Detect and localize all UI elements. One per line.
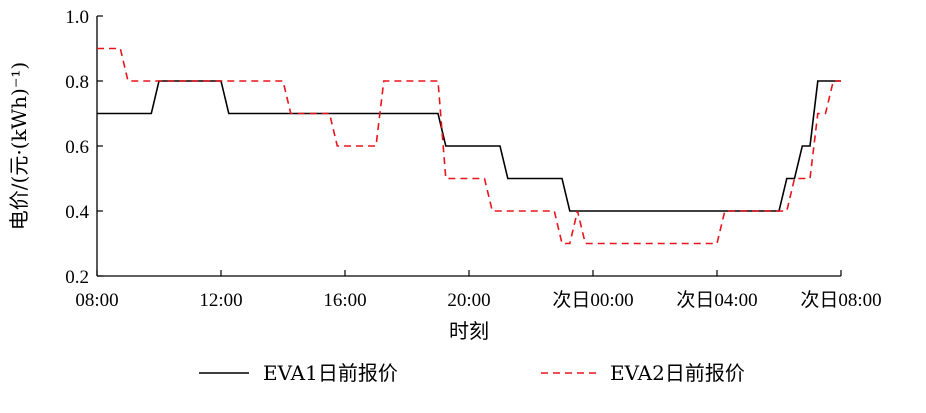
x-tick-label: 08:00	[75, 290, 118, 311]
x-ticks: 08:00 12:00 16:00 20:00 次日00:00 次日04:00 次日08:0…	[75, 270, 882, 311]
legend: EVA1日前报价 EVA2日前报价	[199, 361, 745, 385]
y-tick-label: 0.6	[65, 137, 89, 158]
x-tick-label: 20:00	[447, 290, 490, 311]
y-axis-title: 电价/(元·(kWh)⁻¹)	[7, 62, 31, 230]
x-tick-label: 次日04:00	[676, 289, 757, 311]
legend-label-eva1: EVA1日前报价	[263, 361, 398, 385]
y-tick-label: 0.4	[65, 202, 89, 223]
x-tick-label: 次日00:00	[552, 289, 633, 311]
y-tick-label: 0.2	[65, 267, 89, 288]
legend-label-eva2: EVA2日前报价	[610, 361, 745, 385]
series-layer	[97, 47, 841, 245]
series-line-eva2	[97, 47, 841, 245]
y-tick-label: 0.8	[65, 72, 89, 93]
x-axis-title: 时刻	[449, 319, 489, 343]
x-tick-label: 12:00	[199, 290, 242, 311]
y-ticks: 0.2 0.4 0.6 0.8 1.0	[65, 7, 103, 288]
y-tick-label: 1.0	[65, 7, 89, 28]
x-tick-label: 16:00	[323, 290, 366, 311]
series-line-eva1	[97, 80, 841, 212]
x-tick-label: 次日08:00	[800, 289, 881, 311]
